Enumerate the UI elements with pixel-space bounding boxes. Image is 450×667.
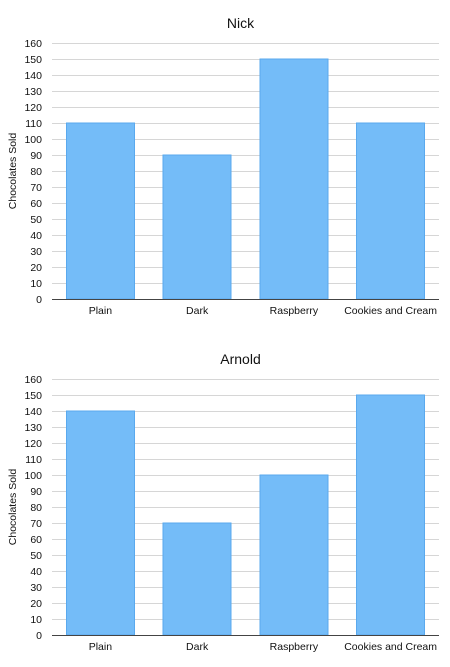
y-tick-label: 90 [30, 486, 42, 498]
y-tick-label: 140 [24, 406, 42, 418]
y-tick-label: 0 [36, 294, 42, 306]
y-tick-label: 150 [24, 54, 42, 66]
x-category-label: Cookies and Cream [344, 641, 437, 653]
y-tick-label: 130 [24, 86, 42, 98]
y-tick-label: 110 [25, 118, 42, 130]
y-tick-label: 30 [30, 246, 42, 258]
x-category-label: Plain [89, 641, 113, 653]
bar-dark [162, 154, 232, 300]
y-tick-label: 100 [24, 134, 42, 146]
y-axis-label: Chocolates Sold [7, 133, 19, 210]
y-tick-label: 60 [30, 198, 42, 210]
x-category-label: Cookies and Cream [344, 305, 437, 317]
x-category-label: Dark [186, 305, 209, 317]
y-tick-label: 20 [30, 598, 42, 610]
bar-plain [65, 410, 135, 636]
bar-cookies-and-cream [356, 394, 426, 636]
y-tick-label: 110 [25, 454, 42, 466]
y-tick-label: 40 [30, 230, 42, 242]
y-tick-label: 140 [24, 70, 42, 82]
y-tick-label: 60 [30, 534, 42, 546]
y-tick-label: 160 [24, 38, 42, 50]
bar-plain [65, 122, 135, 300]
y-tick-label: 70 [30, 182, 42, 194]
bar-cookies-and-cream [356, 122, 426, 300]
y-axis-label: Chocolates Sold [7, 469, 19, 546]
y-tick-label: 100 [24, 470, 42, 482]
y-tick-label: 150 [24, 390, 42, 402]
y-tick-label: 90 [30, 150, 42, 162]
x-category-label: Raspberry [270, 305, 319, 317]
chart-title: Arnold [220, 351, 260, 367]
x-category-label: Plain [89, 305, 113, 317]
y-tick-label: 20 [30, 262, 42, 274]
chart-title: Nick [227, 15, 255, 31]
chart-2: 0 10 20 30 40 50 60 70 80 90 100 110 120 130 140 150 160… [7, 351, 439, 653]
y-tick-label: 30 [30, 582, 42, 594]
y-tick-label: 50 [30, 550, 42, 562]
y-tick-label: 120 [24, 102, 42, 114]
y-tick-label: 160 [24, 374, 42, 386]
x-category-label: Dark [186, 641, 209, 653]
y-tick-label: 120 [24, 438, 42, 450]
x-category-label: Raspberry [270, 641, 319, 653]
y-tick-label: 10 [30, 614, 42, 626]
bar-raspberry [259, 474, 329, 636]
y-tick-label: 80 [30, 502, 42, 514]
y-tick-label: 80 [30, 166, 42, 178]
y-tick-label: 40 [30, 566, 42, 578]
y-tick-label: 0 [36, 630, 42, 642]
y-tick-label: 130 [24, 422, 42, 434]
bar-raspberry [259, 58, 329, 300]
y-tick-label: 70 [30, 518, 42, 530]
y-tick-label: 50 [30, 214, 42, 226]
bar-dark [162, 522, 232, 636]
y-tick-label: 10 [30, 278, 42, 290]
chart-1: 0 10 20 30 40 50 60 70 80 90 100 110 120 130 140 150 160… [7, 15, 439, 317]
